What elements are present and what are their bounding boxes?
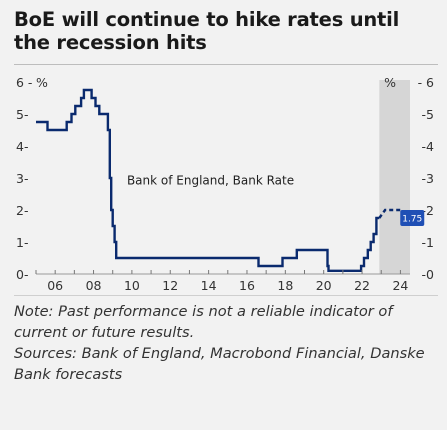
sources-note: Sources: Bank of England, Macrobond Fina… (14, 345, 425, 383)
y-tick-label-right: -2 (422, 203, 434, 218)
y-tick-label-left: 2- (16, 203, 28, 218)
x-tick-label: 20 (316, 278, 332, 293)
notes-block: Note: Past performance is not a reliable… (14, 301, 438, 385)
y-tick-label-left: 4- (16, 139, 28, 154)
value-badge (400, 210, 425, 226)
x-tick-label: 18 (277, 278, 293, 293)
x-tick-label: 24 (392, 278, 408, 293)
line-chart: 06 08 10 12 14 16 18 20 22 24 0- -0 1- -1 2- -2 3- -3 4- -4… (16, 75, 435, 293)
forecast-line (378, 208, 403, 219)
y-tick-label-left: 6 - (16, 75, 32, 90)
chart-title: BoE will continue to hike rates until th… (14, 8, 400, 54)
top-divider (14, 64, 438, 65)
forecast-shade (379, 80, 410, 274)
x-tick-label: 10 (124, 278, 140, 293)
x-tick-label: 16 (239, 278, 255, 293)
x-tick-label: 12 (162, 278, 178, 293)
y-tick-label-left: 1- (16, 235, 28, 250)
y-unit-left: % (36, 75, 48, 90)
y-tick-label-right: -1 (422, 235, 434, 250)
y-tick-label-left: 0- (16, 267, 28, 282)
y-tick-label-left: 5- (16, 107, 28, 122)
x-tick-label: 06 (47, 278, 63, 293)
y-tick-label-right: - 6 (418, 75, 434, 90)
x-tick-label: 14 (201, 278, 217, 293)
series-label: Bank of England, Bank Rate (127, 173, 294, 187)
x-tick-label: 08 (86, 278, 102, 293)
y-tick-label-left: 3- (16, 171, 28, 186)
value-badge-label: 1.75 (402, 215, 422, 225)
notes-divider (14, 295, 438, 296)
y-tick-label-right: -5 (422, 107, 434, 122)
y-tick-label-right: -4 (422, 139, 435, 154)
bank-rate-line (36, 88, 380, 273)
x-tick-label: 22 (354, 278, 370, 293)
y-unit-right: % (384, 75, 396, 90)
y-tick-label-right: -3 (422, 171, 434, 186)
y-tick-label-right: -0 (422, 267, 435, 282)
performance-note: Note: Past performance is not a reliable… (14, 303, 393, 341)
